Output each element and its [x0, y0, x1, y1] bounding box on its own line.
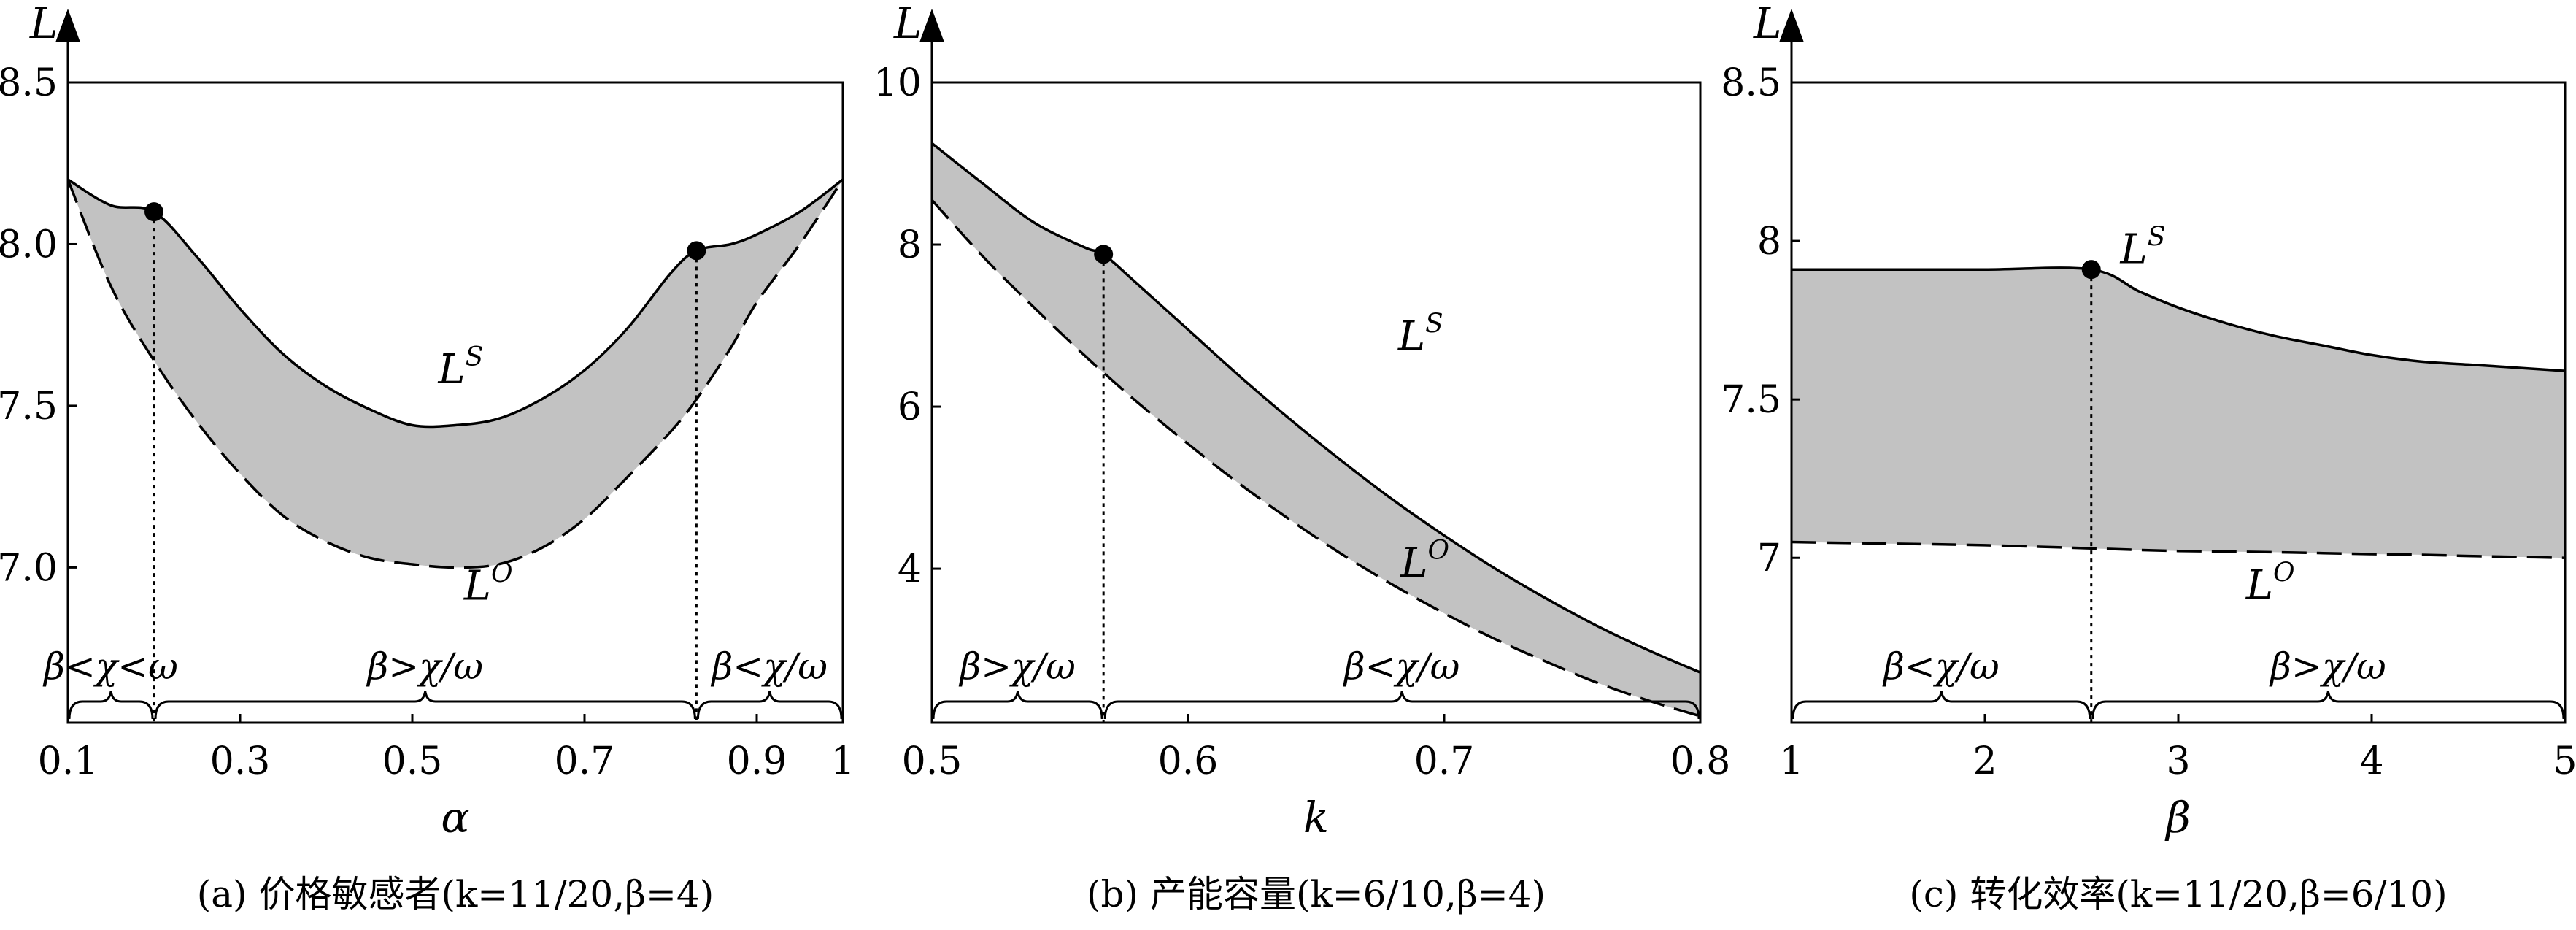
plot-frame — [66, 81, 844, 724]
region-label: β>χ/ω — [2269, 645, 2386, 688]
panel-1: L 7.0 7.5 8.0 8.5 0.1 0.3 0.5 0.7 0.9 1 α β<χ<ω β>χ/ω… — [0, 0, 855, 915]
y-tick-label: 7.5 — [1721, 378, 1781, 422]
region-label: β<χ<ω — [42, 645, 178, 688]
y-tick-label: 8.0 — [0, 223, 58, 266]
x-tick-label: 3 — [2166, 739, 2190, 783]
breakpoint-dot — [687, 241, 706, 261]
x-tick-label: 0.6 — [1158, 739, 1219, 783]
region-brace — [1103, 691, 1700, 720]
region-label: β<χ/ω — [710, 645, 828, 688]
x-axis-label: β — [2164, 793, 2191, 842]
region-brace — [68, 691, 154, 720]
x-tick-label: 4 — [2359, 739, 2383, 783]
x-tick-label: 0.7 — [1414, 739, 1475, 783]
panel-caption: (a) 价格敏感者(k=11/20,β=4) — [197, 873, 714, 915]
x-tick-label: 0.7 — [555, 739, 615, 783]
y-tick-label: 8.5 — [1721, 61, 1781, 105]
y-tick-label: 10 — [874, 61, 922, 105]
y-tick-label: 8 — [898, 223, 922, 267]
y-tick-label: 8.5 — [0, 61, 58, 105]
region-brace — [696, 691, 843, 720]
panel-2: L 4 6 8 10 0.5 0.6 0.7 0.8 k β>χ/ω β<χ/ω LS LO (b) 产能容… — [874, 0, 1731, 915]
label-LS: LS — [2120, 222, 2166, 273]
label-LS: LS — [437, 342, 483, 393]
x-tick-label: 1 — [1779, 739, 1803, 783]
series-LS-line — [67, 178, 844, 429]
panel-3: L 7 7.5 8 8.5 1 2 3 4 5 β β<χ/ω β>χ/ω LS LO (c) 转化效率(k=… — [1721, 0, 2576, 915]
series-LS-line — [930, 142, 1701, 674]
series-LO-line — [66, 178, 844, 569]
y-axis-arrow — [919, 9, 944, 42]
x-tick-label: 0.1 — [38, 739, 99, 783]
series-LO-line — [930, 199, 1701, 718]
region-label: β<χ/ω — [1343, 645, 1460, 688]
region-brace — [154, 691, 696, 720]
region-brace — [932, 691, 1103, 720]
region-brace — [2091, 691, 2565, 720]
x-axis-label: α — [441, 793, 469, 842]
gap-area — [1792, 267, 2565, 558]
y-axis-arrow — [55, 9, 80, 42]
x-axis-label: k — [1303, 793, 1329, 842]
x-tick-label: 0.5 — [382, 739, 443, 783]
label-LS: LS — [1397, 309, 1443, 360]
breakpoint-dot — [2081, 260, 2101, 280]
plot-frame — [930, 81, 1702, 724]
y-tick-label: 7.0 — [0, 546, 58, 590]
label-LO: LO — [2245, 558, 2295, 610]
region-label: β>χ/ω — [366, 645, 483, 688]
y-axis-label: L — [29, 0, 58, 48]
region-label: β>χ/ω — [958, 645, 1076, 688]
y-axis-label: L — [1753, 0, 1782, 48]
region-label: β<χ/ω — [1882, 645, 2000, 688]
y-tick-label: 4 — [898, 547, 922, 591]
x-tick-label: 1 — [830, 739, 855, 783]
breakpoint-dot — [1094, 245, 1114, 264]
breakpoint-dot — [144, 202, 163, 222]
label-LO: LO — [1400, 536, 1449, 587]
label-LO: LO — [463, 559, 513, 610]
x-tick-label: 0.3 — [210, 739, 271, 783]
y-axis-label: L — [893, 0, 922, 48]
gap-area — [932, 143, 1700, 717]
series-LS-line — [1791, 266, 2566, 372]
x-tick-label: 5 — [2553, 739, 2576, 783]
y-axis-arrow — [1779, 9, 1804, 42]
y-tick-label: 7.5 — [0, 385, 58, 429]
y-tick-label: 6 — [898, 385, 922, 429]
region-brace — [1792, 691, 2091, 720]
panel-caption: (b) 产能容量(k=6/10,β=4) — [1087, 873, 1546, 915]
gap-area — [68, 179, 843, 568]
y-tick-label: 8 — [1757, 220, 1781, 264]
x-tick-label: 0.5 — [902, 739, 963, 783]
x-tick-label: 0.9 — [727, 739, 787, 783]
x-tick-label: 2 — [1973, 739, 1997, 783]
panel-caption: (c) 转化效率(k=11/20,β=6/10) — [1909, 873, 2447, 915]
series-LO-line — [1791, 540, 2566, 559]
y-tick-label: 7 — [1757, 537, 1781, 580]
x-tick-label: 0.8 — [1670, 739, 1731, 783]
